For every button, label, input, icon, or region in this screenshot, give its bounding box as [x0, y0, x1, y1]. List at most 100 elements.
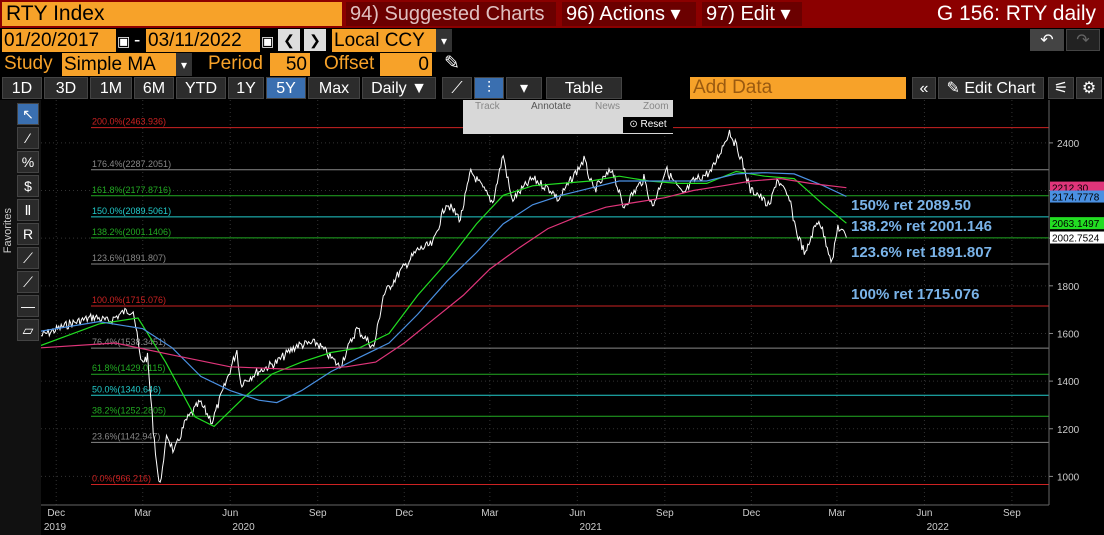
- undo-icon[interactable]: ↶: [1030, 29, 1064, 51]
- reset-icon: ⊙: [629, 119, 641, 130]
- edit-chart-label: Edit Chart: [964, 80, 1036, 97]
- add-data-input[interactable]: Add Data: [690, 77, 906, 99]
- fib-label: 100.0%(1715.076): [92, 295, 166, 305]
- start-date-field[interactable]: 01/20/2017: [2, 29, 116, 53]
- channel-icon[interactable]: ▱: [17, 319, 39, 341]
- timeframe-5y[interactable]: 5Y: [266, 77, 306, 99]
- edit-menu[interactable]: 97) Edit ▾: [702, 2, 802, 26]
- study-select[interactable]: Simple MA: [62, 53, 176, 77]
- pencil-icon: ✎: [946, 80, 965, 97]
- x-tick-label: Mar: [134, 508, 152, 519]
- timeframe-3d[interactable]: 3D: [44, 77, 88, 99]
- timeframe-1d[interactable]: 1D: [2, 77, 42, 99]
- draw-line-icon[interactable]: ⁄: [17, 127, 39, 149]
- pencil-icon[interactable]: ✎: [444, 53, 460, 74]
- chart-id: G 156: RTY daily: [936, 2, 1096, 25]
- fibonacci-icon[interactable]: Ⅱ: [17, 199, 39, 221]
- prev-arrow-icon[interactable]: ❮: [278, 29, 300, 51]
- end-date-field[interactable]: 03/11/2022: [146, 29, 260, 53]
- table-button[interactable]: Table: [546, 77, 622, 99]
- line-chart-icon[interactable]: ⟋: [442, 77, 472, 99]
- security-field[interactable]: RTY Index: [2, 2, 342, 26]
- horizontal-line-icon[interactable]: —: [17, 295, 39, 317]
- frequency-select[interactable]: Daily ▼: [362, 77, 436, 99]
- x-tick-label: Sep: [309, 508, 327, 519]
- x-tick-label: Jun: [222, 508, 238, 519]
- annotate-option[interactable]: Annotate: [531, 101, 572, 112]
- percent-change-icon[interactable]: %: [17, 151, 39, 173]
- offset-input[interactable]: 0: [380, 53, 432, 77]
- suggested-charts-button[interactable]: 94) Suggested Charts: [346, 2, 556, 26]
- chart-type-chevron-icon[interactable]: ▾: [506, 77, 542, 99]
- x-tick-label: Dec: [47, 508, 65, 519]
- retracement-annotation: 138.2% ret 2001.146: [851, 218, 992, 235]
- x-year-label: 2019: [44, 522, 67, 533]
- x-tick-label: Jun: [569, 508, 585, 519]
- retracement-icon[interactable]: R: [17, 223, 39, 245]
- zoom-option[interactable]: Zoom: [643, 101, 669, 112]
- y-tick-label: 1600: [1057, 329, 1080, 340]
- gear-icon[interactable]: ⚙: [1076, 77, 1102, 99]
- timeframe-6m[interactable]: 6M: [134, 77, 174, 99]
- drawing-toolbar: ↖ ⁄ % $ Ⅱ R ⟋ ⟋ — ▱ Favorites: [0, 100, 41, 535]
- timeframe-1m[interactable]: 1M: [90, 77, 132, 99]
- x-year-label: 2021: [580, 522, 603, 533]
- fib-label: 76.4%(1538.3451): [92, 337, 166, 347]
- candle-chart-icon[interactable]: ⫶: [474, 77, 504, 99]
- fib-label: 50.0%(1340.646): [92, 384, 161, 394]
- price-tag: [1050, 217, 1104, 230]
- toolbar: 1D 3D 1M 6M YTD 1Y 5Y Max Daily ▼ ⟋ ⫶ ▾ …: [0, 76, 1104, 100]
- price-chart[interactable]: 200.0%(2463.936) 176.4%(2287.2051) 161.8%(…: [41, 100, 1104, 535]
- fib-label: 200.0%(2463.936): [92, 117, 166, 127]
- actions-menu[interactable]: 96) Actions ▾: [562, 2, 696, 26]
- fib-label: 176.4%(2287.2051): [92, 159, 171, 169]
- fib-levels: 200.0%(2463.936) 176.4%(2287.2051) 161.8%(…: [91, 117, 1049, 485]
- annotations: 150% ret 2089.50 138.2% ret 2001.146 123.6…: [851, 197, 992, 303]
- collapse-icon[interactable]: «: [912, 77, 936, 99]
- study-label: Study: [4, 53, 53, 74]
- timeframe-1y[interactable]: 1Y: [228, 77, 264, 99]
- period-input[interactable]: 50: [270, 53, 310, 77]
- currency-select[interactable]: Local CCY: [332, 29, 436, 53]
- chevron-down-icon[interactable]: ▾: [436, 29, 452, 53]
- price-line: [41, 129, 847, 483]
- retracement-annotation: 150% ret 2089.50: [851, 197, 971, 214]
- y-tick-label: 1200: [1057, 425, 1080, 436]
- x-tick-label: Jun: [916, 508, 932, 519]
- redo-icon[interactable]: ↷: [1066, 29, 1100, 51]
- x-tick-label: Dec: [395, 508, 413, 519]
- fib-label: 38.2%(1252.2805): [92, 405, 166, 415]
- chart-series: [41, 129, 847, 483]
- price-tag-label: 2212.30: [1052, 184, 1089, 195]
- reset-button[interactable]: ⊙ Reset: [623, 117, 673, 133]
- fib-label: 138.2%(2001.1406): [92, 227, 171, 237]
- chart-settings-icon[interactable]: ⚟: [1048, 77, 1074, 99]
- period-label: Period: [208, 53, 263, 74]
- price-change-icon[interactable]: $: [17, 175, 39, 197]
- pointer-icon[interactable]: ↖: [17, 103, 39, 125]
- range-dash: -: [134, 30, 141, 51]
- title-bar: RTY Index 94) Suggested Charts 96) Actio…: [0, 0, 1104, 28]
- calendar-icon[interactable]: ▣: [261, 33, 275, 49]
- x-tick-label: Dec: [742, 508, 760, 519]
- fib-label: 61.8%(1429.0115): [92, 363, 165, 373]
- fib-label: 23.6%(1142.947): [92, 431, 160, 441]
- fib-label: 0.0%(966.216): [92, 473, 151, 483]
- timeframe-ytd[interactable]: YTD: [176, 77, 226, 99]
- ma-pink-line: [41, 177, 847, 370]
- news-option[interactable]: News: [595, 101, 621, 112]
- calendar-icon[interactable]: ▣: [117, 33, 131, 49]
- retracement-annotation: 123.6% ret 1891.807: [851, 244, 992, 261]
- chevron-down-icon[interactable]: ▾: [176, 53, 192, 77]
- price-tag-label: 2063.1497: [1052, 219, 1100, 230]
- trend-line-icon[interactable]: ⟋: [17, 247, 39, 269]
- edit-chart-button[interactable]: ✎ Edit Chart: [938, 77, 1044, 99]
- offset-label: Offset: [324, 53, 375, 74]
- next-arrow-icon[interactable]: ❯: [304, 29, 326, 51]
- ma-blue-line: [41, 172, 847, 404]
- segment-icon[interactable]: ⟋: [17, 271, 39, 293]
- x-tick-label: Sep: [1003, 508, 1021, 519]
- favorites-label: Favorites: [2, 208, 14, 254]
- track-option[interactable]: Track: [475, 101, 500, 112]
- timeframe-max[interactable]: Max: [308, 77, 360, 99]
